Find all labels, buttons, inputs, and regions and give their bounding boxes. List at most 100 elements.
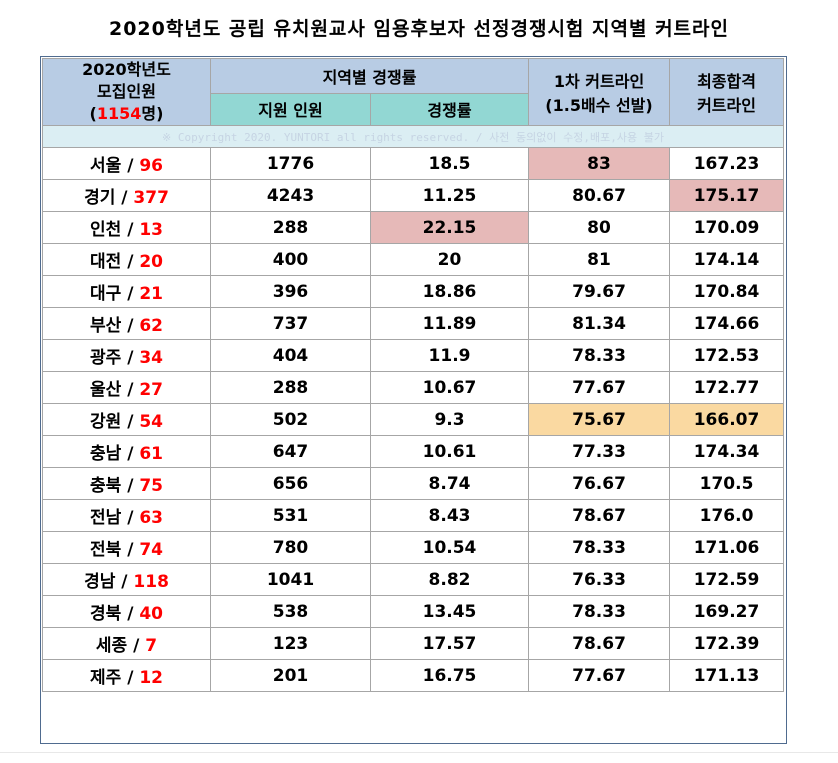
applicants-cell: 400 bbox=[210, 243, 371, 276]
region-separator: / bbox=[121, 252, 140, 272]
table-row: 강원 / 54 502 9.3 75.67 166.07 bbox=[42, 403, 785, 436]
ratio-cell: 10.61 bbox=[369, 435, 530, 468]
region-separator: / bbox=[121, 156, 140, 176]
copyright-notice: ※ Copyright 2020. YUNTORI all rights res… bbox=[41, 125, 785, 148]
region-recruit-count: 27 bbox=[139, 380, 163, 400]
region-cell: 울산 / 27 bbox=[42, 371, 211, 404]
ratio-cell: 13.45 bbox=[369, 595, 530, 628]
region-recruit-count: 12 bbox=[139, 668, 163, 688]
region-name: 강원 bbox=[90, 412, 122, 432]
ratio-cell: 17.57 bbox=[369, 627, 530, 660]
applicants-cell: 1041 bbox=[210, 563, 371, 596]
region-recruit-count: 7 bbox=[145, 636, 158, 656]
table-row: 울산 / 27 288 10.67 77.67 172.77 bbox=[42, 371, 785, 404]
table-row: 충남 / 61 647 10.61 77.33 174.34 bbox=[42, 435, 785, 468]
ratio-cell: 8.74 bbox=[369, 467, 530, 500]
region-separator: / bbox=[127, 636, 146, 656]
applicants-cell: 288 bbox=[210, 211, 371, 244]
region-cell: 제주 / 12 bbox=[42, 659, 211, 692]
applicants-cell: 4243 bbox=[210, 179, 371, 212]
header-first-cutline-line1: 1차 커트라인 bbox=[553, 72, 645, 91]
cutline-table: 2020학년도 모집인원 (1154명) 지역별 경쟁률 1차 커트라인 (1.… bbox=[41, 58, 785, 692]
region-name: 대전 bbox=[90, 252, 122, 272]
header-first-cutline: 1차 커트라인 (1.5배수 선발) bbox=[528, 58, 671, 126]
table-frame bbox=[40, 56, 787, 744]
final-cell: 172.59 bbox=[669, 563, 785, 596]
region-separator: / bbox=[121, 508, 140, 528]
header-first-cutline-line2: (1.5배수 선발) bbox=[545, 96, 653, 115]
region-separator: / bbox=[121, 316, 140, 336]
first-cell: 83 bbox=[528, 147, 671, 180]
table-row: 부산 / 62 737 11.89 81.34 174.66 bbox=[42, 307, 785, 340]
region-recruit-count: 377 bbox=[133, 188, 169, 208]
final-cell: 166.07 bbox=[669, 403, 785, 436]
table-row: 경북 / 40 538 13.45 78.33 169.27 bbox=[42, 595, 785, 628]
region-recruit-count: 118 bbox=[133, 572, 169, 592]
table-row: 경기 / 377 4243 11.25 80.67 175.17 bbox=[42, 179, 785, 212]
region-separator: / bbox=[121, 540, 140, 560]
applicants-cell: 1776 bbox=[210, 147, 371, 180]
final-cell: 171.06 bbox=[669, 531, 785, 564]
ratio-cell: 22.15 bbox=[369, 211, 530, 244]
header-recruit-line2: 모집인원 bbox=[97, 82, 156, 101]
region-recruit-count: 63 bbox=[139, 508, 163, 528]
region-cell: 경남 / 118 bbox=[42, 563, 211, 596]
region-recruit-count: 96 bbox=[139, 156, 163, 176]
ratio-cell: 10.54 bbox=[369, 531, 530, 564]
region-name: 광주 bbox=[90, 348, 122, 368]
first-cell: 81.34 bbox=[528, 307, 671, 340]
applicants-cell: 123 bbox=[210, 627, 371, 660]
final-cell: 172.53 bbox=[669, 339, 785, 372]
region-name: 울산 bbox=[90, 380, 122, 400]
region-separator: / bbox=[121, 604, 140, 624]
region-name: 대구 bbox=[90, 284, 122, 304]
region-recruit-count: 74 bbox=[139, 540, 163, 560]
region-separator: / bbox=[121, 220, 140, 240]
region-cell: 대전 / 20 bbox=[42, 243, 211, 276]
first-cell: 78.67 bbox=[528, 627, 671, 660]
applicants-cell: 531 bbox=[210, 499, 371, 532]
applicants-cell: 396 bbox=[210, 275, 371, 308]
header-final-cutline-line1: 최종합격 bbox=[697, 72, 756, 91]
header-recruit: 2020학년도 모집인원 (1154명) bbox=[42, 58, 211, 126]
region-name: 인천 bbox=[90, 220, 122, 240]
header-recruit-line1: 2020학년도 bbox=[82, 60, 171, 79]
ratio-cell: 8.43 bbox=[369, 499, 530, 532]
first-cell: 80 bbox=[528, 211, 671, 244]
applicants-cell: 201 bbox=[210, 659, 371, 692]
table-row: 인천 / 13 288 22.15 80 170.09 bbox=[42, 211, 785, 244]
region-cell: 인천 / 13 bbox=[42, 211, 211, 244]
first-cell: 79.67 bbox=[528, 275, 671, 308]
region-cell: 전남 / 63 bbox=[42, 499, 211, 532]
region-separator: / bbox=[121, 668, 140, 688]
header-recruit-total-line: (1154명) bbox=[44, 103, 210, 125]
region-name: 충북 bbox=[90, 476, 122, 496]
region-name: 세종 bbox=[95, 636, 128, 656]
first-cell: 76.33 bbox=[528, 563, 671, 596]
first-cell: 78.67 bbox=[528, 499, 671, 532]
table-row: 전남 / 63 531 8.43 78.67 176.0 bbox=[42, 499, 785, 532]
table-row: 세종 / 7 123 17.57 78.67 172.39 bbox=[42, 627, 785, 660]
region-separator: / bbox=[121, 380, 140, 400]
ratio-cell: 10.67 bbox=[369, 371, 530, 404]
region-name: 서울 bbox=[90, 156, 122, 176]
table-row: 대구 / 21 396 18.86 79.67 170.84 bbox=[42, 275, 785, 308]
table-row: 충북 / 75 656 8.74 76.67 170.5 bbox=[42, 467, 785, 500]
region-separator: / bbox=[121, 348, 140, 368]
table-row: 전북 / 74 780 10.54 78.33 171.06 bbox=[42, 531, 785, 564]
final-cell: 169.27 bbox=[669, 595, 785, 628]
applicants-cell: 288 bbox=[210, 371, 371, 404]
region-recruit-count: 75 bbox=[139, 476, 163, 496]
applicants-cell: 737 bbox=[210, 307, 371, 340]
page-title: 2020학년도 공립 유치원교사 임용후보자 선정경쟁시험 지역별 커트라인 bbox=[108, 18, 729, 40]
region-recruit-count: 34 bbox=[139, 348, 163, 368]
header-recruit-open: ( bbox=[89, 104, 97, 123]
region-name: 전남 bbox=[90, 508, 122, 528]
table-row: 서울 / 96 1776 18.5 83 167.23 bbox=[42, 147, 785, 180]
ratio-cell: 11.9 bbox=[369, 339, 530, 372]
table-row: 경남 / 118 1041 8.82 76.33 172.59 bbox=[42, 563, 785, 596]
final-cell: 170.09 bbox=[669, 211, 785, 244]
ratio-cell: 16.75 bbox=[369, 659, 530, 692]
applicants-cell: 780 bbox=[210, 531, 371, 564]
region-cell: 경북 / 40 bbox=[42, 595, 211, 628]
